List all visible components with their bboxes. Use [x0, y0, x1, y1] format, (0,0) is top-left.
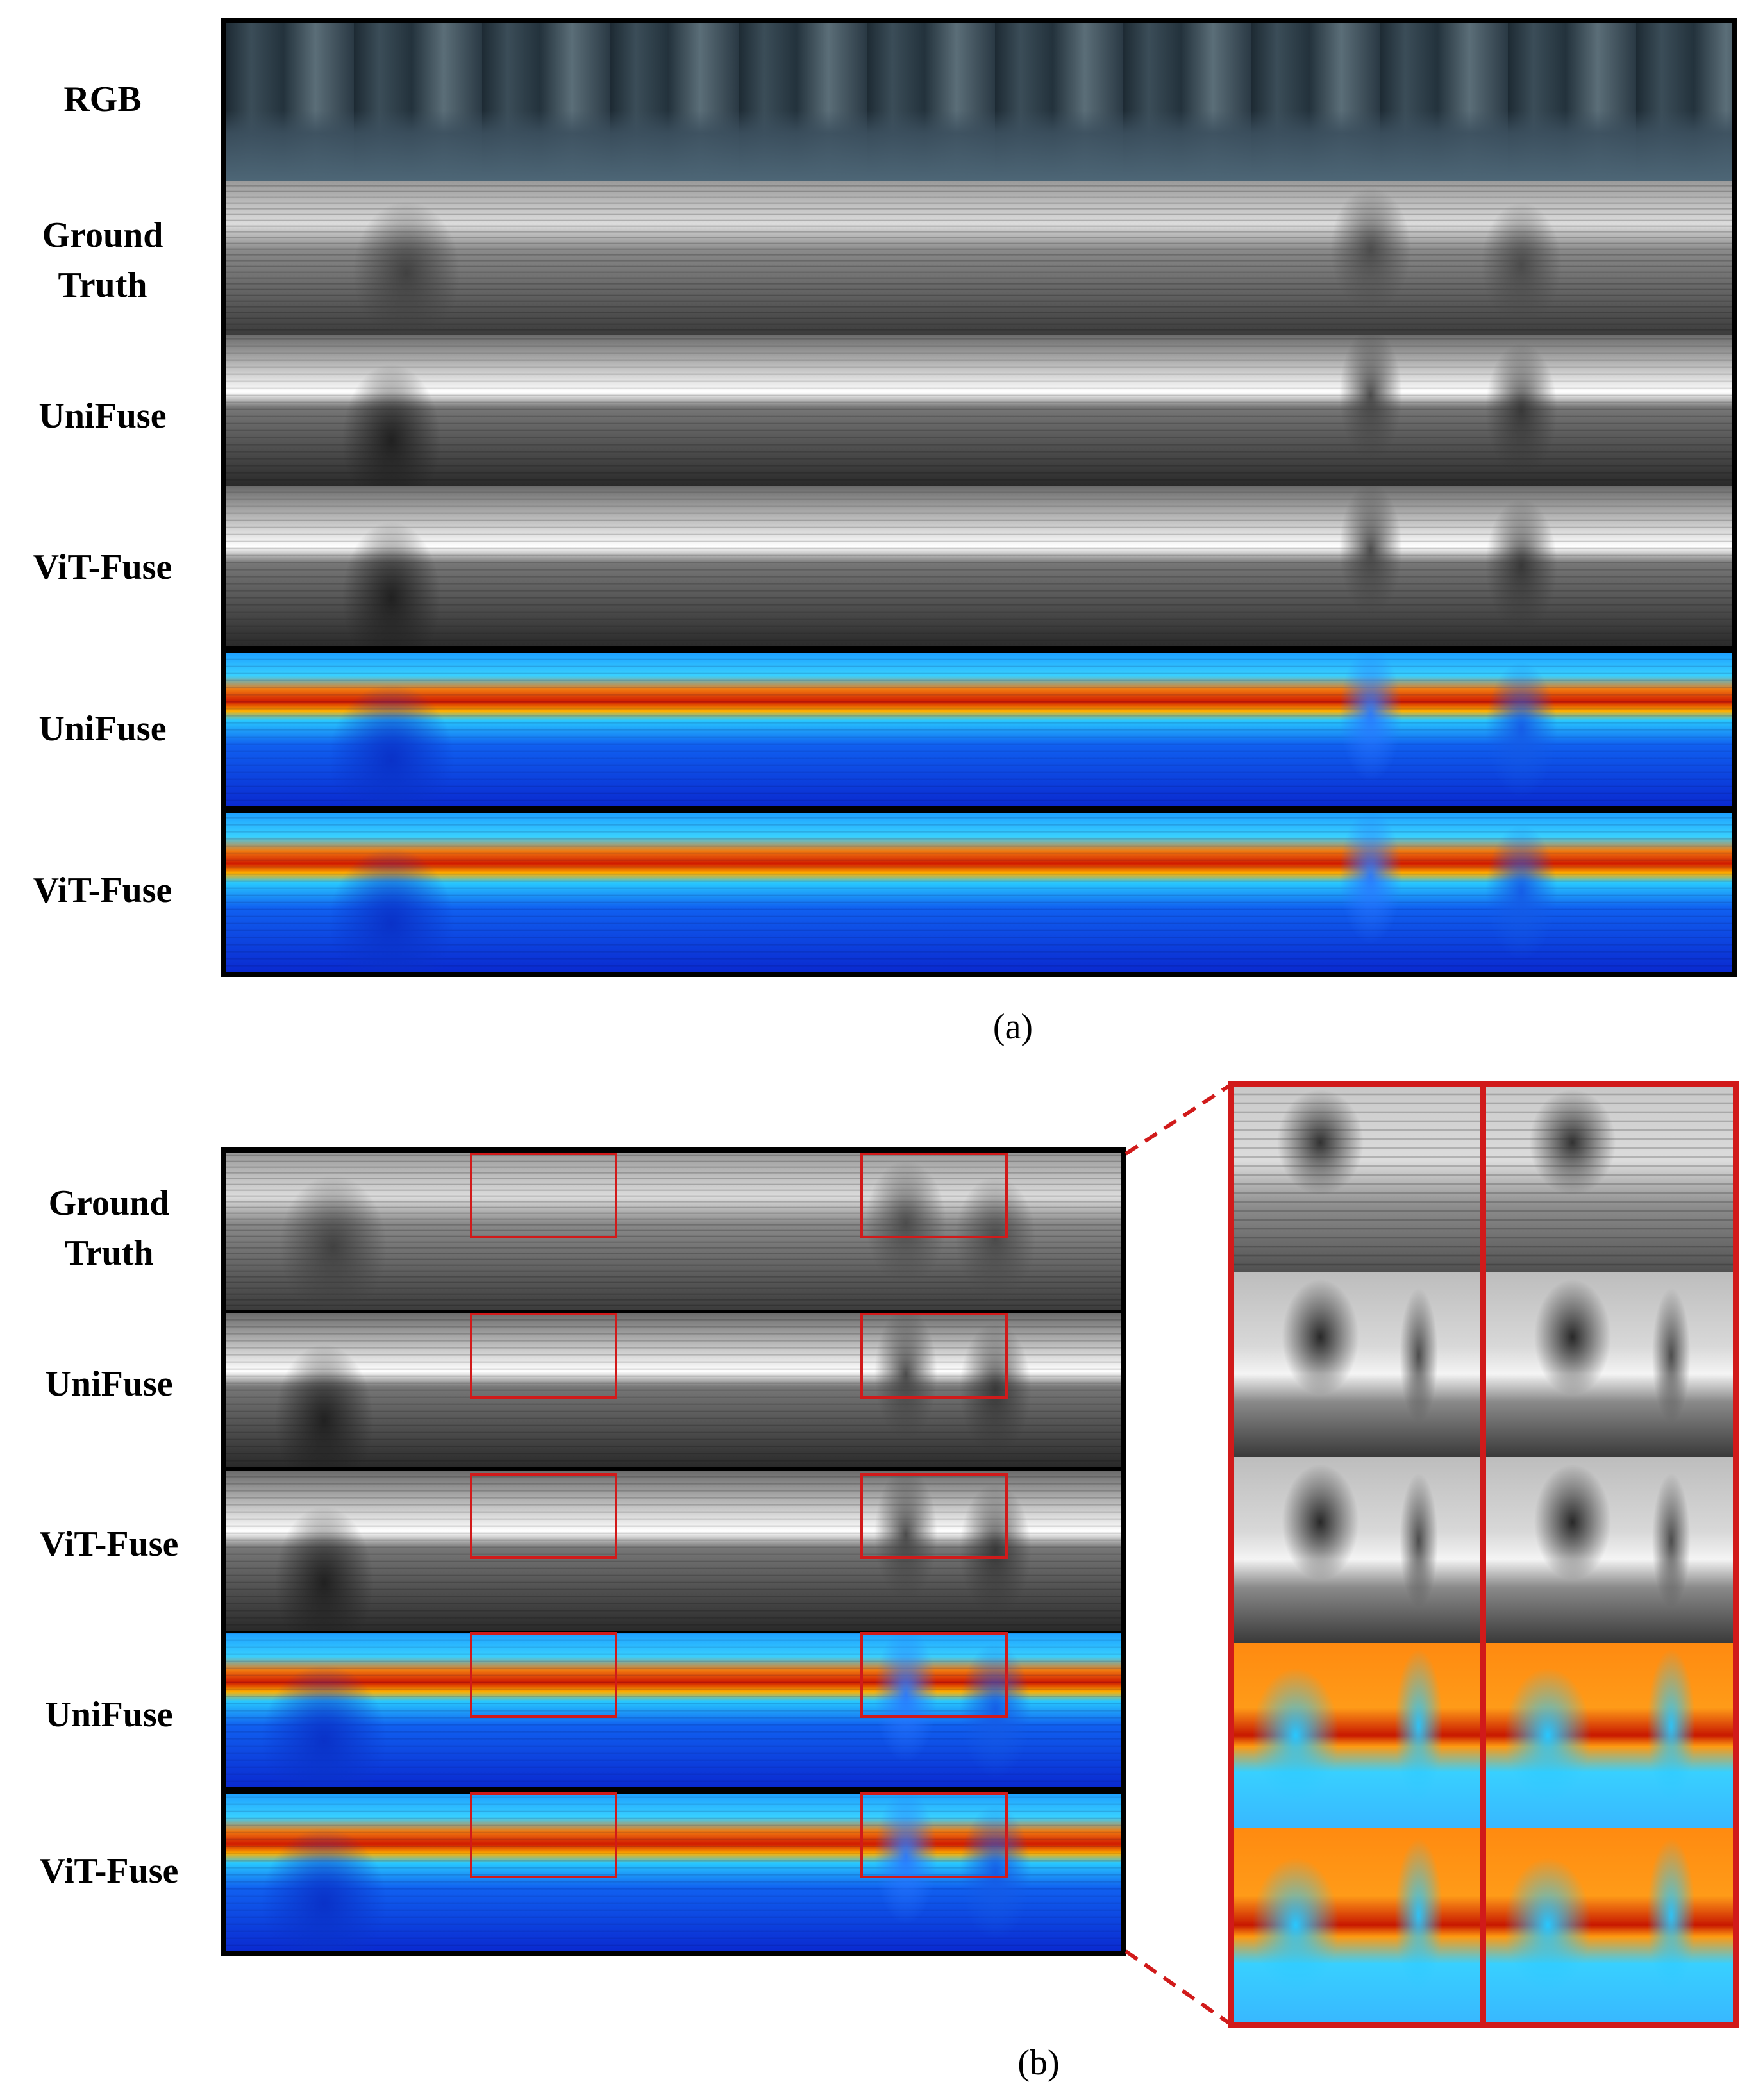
strip-ground-truth-b — [226, 1153, 1121, 1310]
row-label-rgb: RGB — [63, 79, 142, 119]
row-label-unifuse-color-b: UniFuse — [45, 1695, 173, 1735]
highlight-box-right-row5 — [860, 1792, 1008, 1878]
zoom-left-ground-truth — [1234, 1087, 1480, 1272]
zoom-right-ground-truth — [1486, 1087, 1733, 1272]
zoom-left-vitfuse-colormap — [1234, 1828, 1480, 2022]
row-label-unifuse-color: UniFuse — [38, 709, 167, 749]
row-label-vitfuse-color-b: ViT-Fuse — [39, 1851, 179, 1891]
highlight-box-left-row3 — [470, 1473, 617, 1559]
highlight-box-right-row4 — [860, 1632, 1008, 1718]
zoom-divider — [1480, 1087, 1486, 2022]
strip-unifuse-colormap-b — [226, 1633, 1121, 1787]
zoom-left-unifuse-depth — [1234, 1272, 1480, 1457]
strip-rgb — [226, 23, 1732, 181]
highlight-box-right-row2 — [860, 1313, 1008, 1399]
strip-ground-truth — [226, 181, 1732, 335]
strip-vitfuse-colormap — [226, 813, 1732, 972]
zoom-panel — [1228, 1081, 1739, 2028]
highlight-box-left-row5 — [470, 1792, 617, 1878]
highlight-box-right-row1 — [860, 1153, 1008, 1238]
zoom-right-vitfuse-depth — [1486, 1457, 1733, 1643]
row-label-ground-truth: Ground Truth — [42, 215, 163, 305]
row-label-vitfuse-gray-b: ViT-Fuse — [39, 1524, 179, 1564]
row-label-unifuse-gray: UniFuse — [38, 396, 167, 436]
row-label-unifuse-gray-b: UniFuse — [45, 1364, 173, 1404]
zoom-right-unifuse-colormap — [1486, 1643, 1733, 1828]
strip-unifuse-depth — [226, 335, 1732, 486]
highlight-box-right-row3 — [860, 1473, 1008, 1559]
zoom-right-vitfuse-colormap — [1486, 1828, 1733, 2022]
highlight-box-left-row4 — [470, 1632, 617, 1718]
strip-unifuse-colormap — [226, 653, 1732, 806]
caption-b: (b) — [1017, 2043, 1060, 2083]
zoom-left-unifuse-colormap — [1234, 1643, 1480, 1828]
panel-b-image-grid — [221, 1147, 1126, 1956]
strip-vitfuse-depth-b — [226, 1471, 1121, 1631]
strip-vitfuse-depth — [226, 486, 1732, 646]
highlight-box-left-row1 — [470, 1153, 617, 1238]
caption-a: (a) — [992, 1007, 1033, 1047]
strip-unifuse-depth-b — [226, 1313, 1121, 1467]
row-label-ground-truth-b: Ground Truth — [48, 1183, 170, 1273]
highlight-box-left-row2 — [470, 1313, 617, 1399]
zoom-right-unifuse-depth — [1486, 1272, 1733, 1457]
strip-vitfuse-colormap-b — [226, 1794, 1121, 1951]
row-label-vitfuse-color: ViT-Fuse — [33, 871, 172, 910]
panel-a-image-grid — [221, 18, 1737, 977]
zoom-left-vitfuse-depth — [1234, 1457, 1480, 1643]
row-label-vitfuse-gray: ViT-Fuse — [33, 547, 172, 587]
